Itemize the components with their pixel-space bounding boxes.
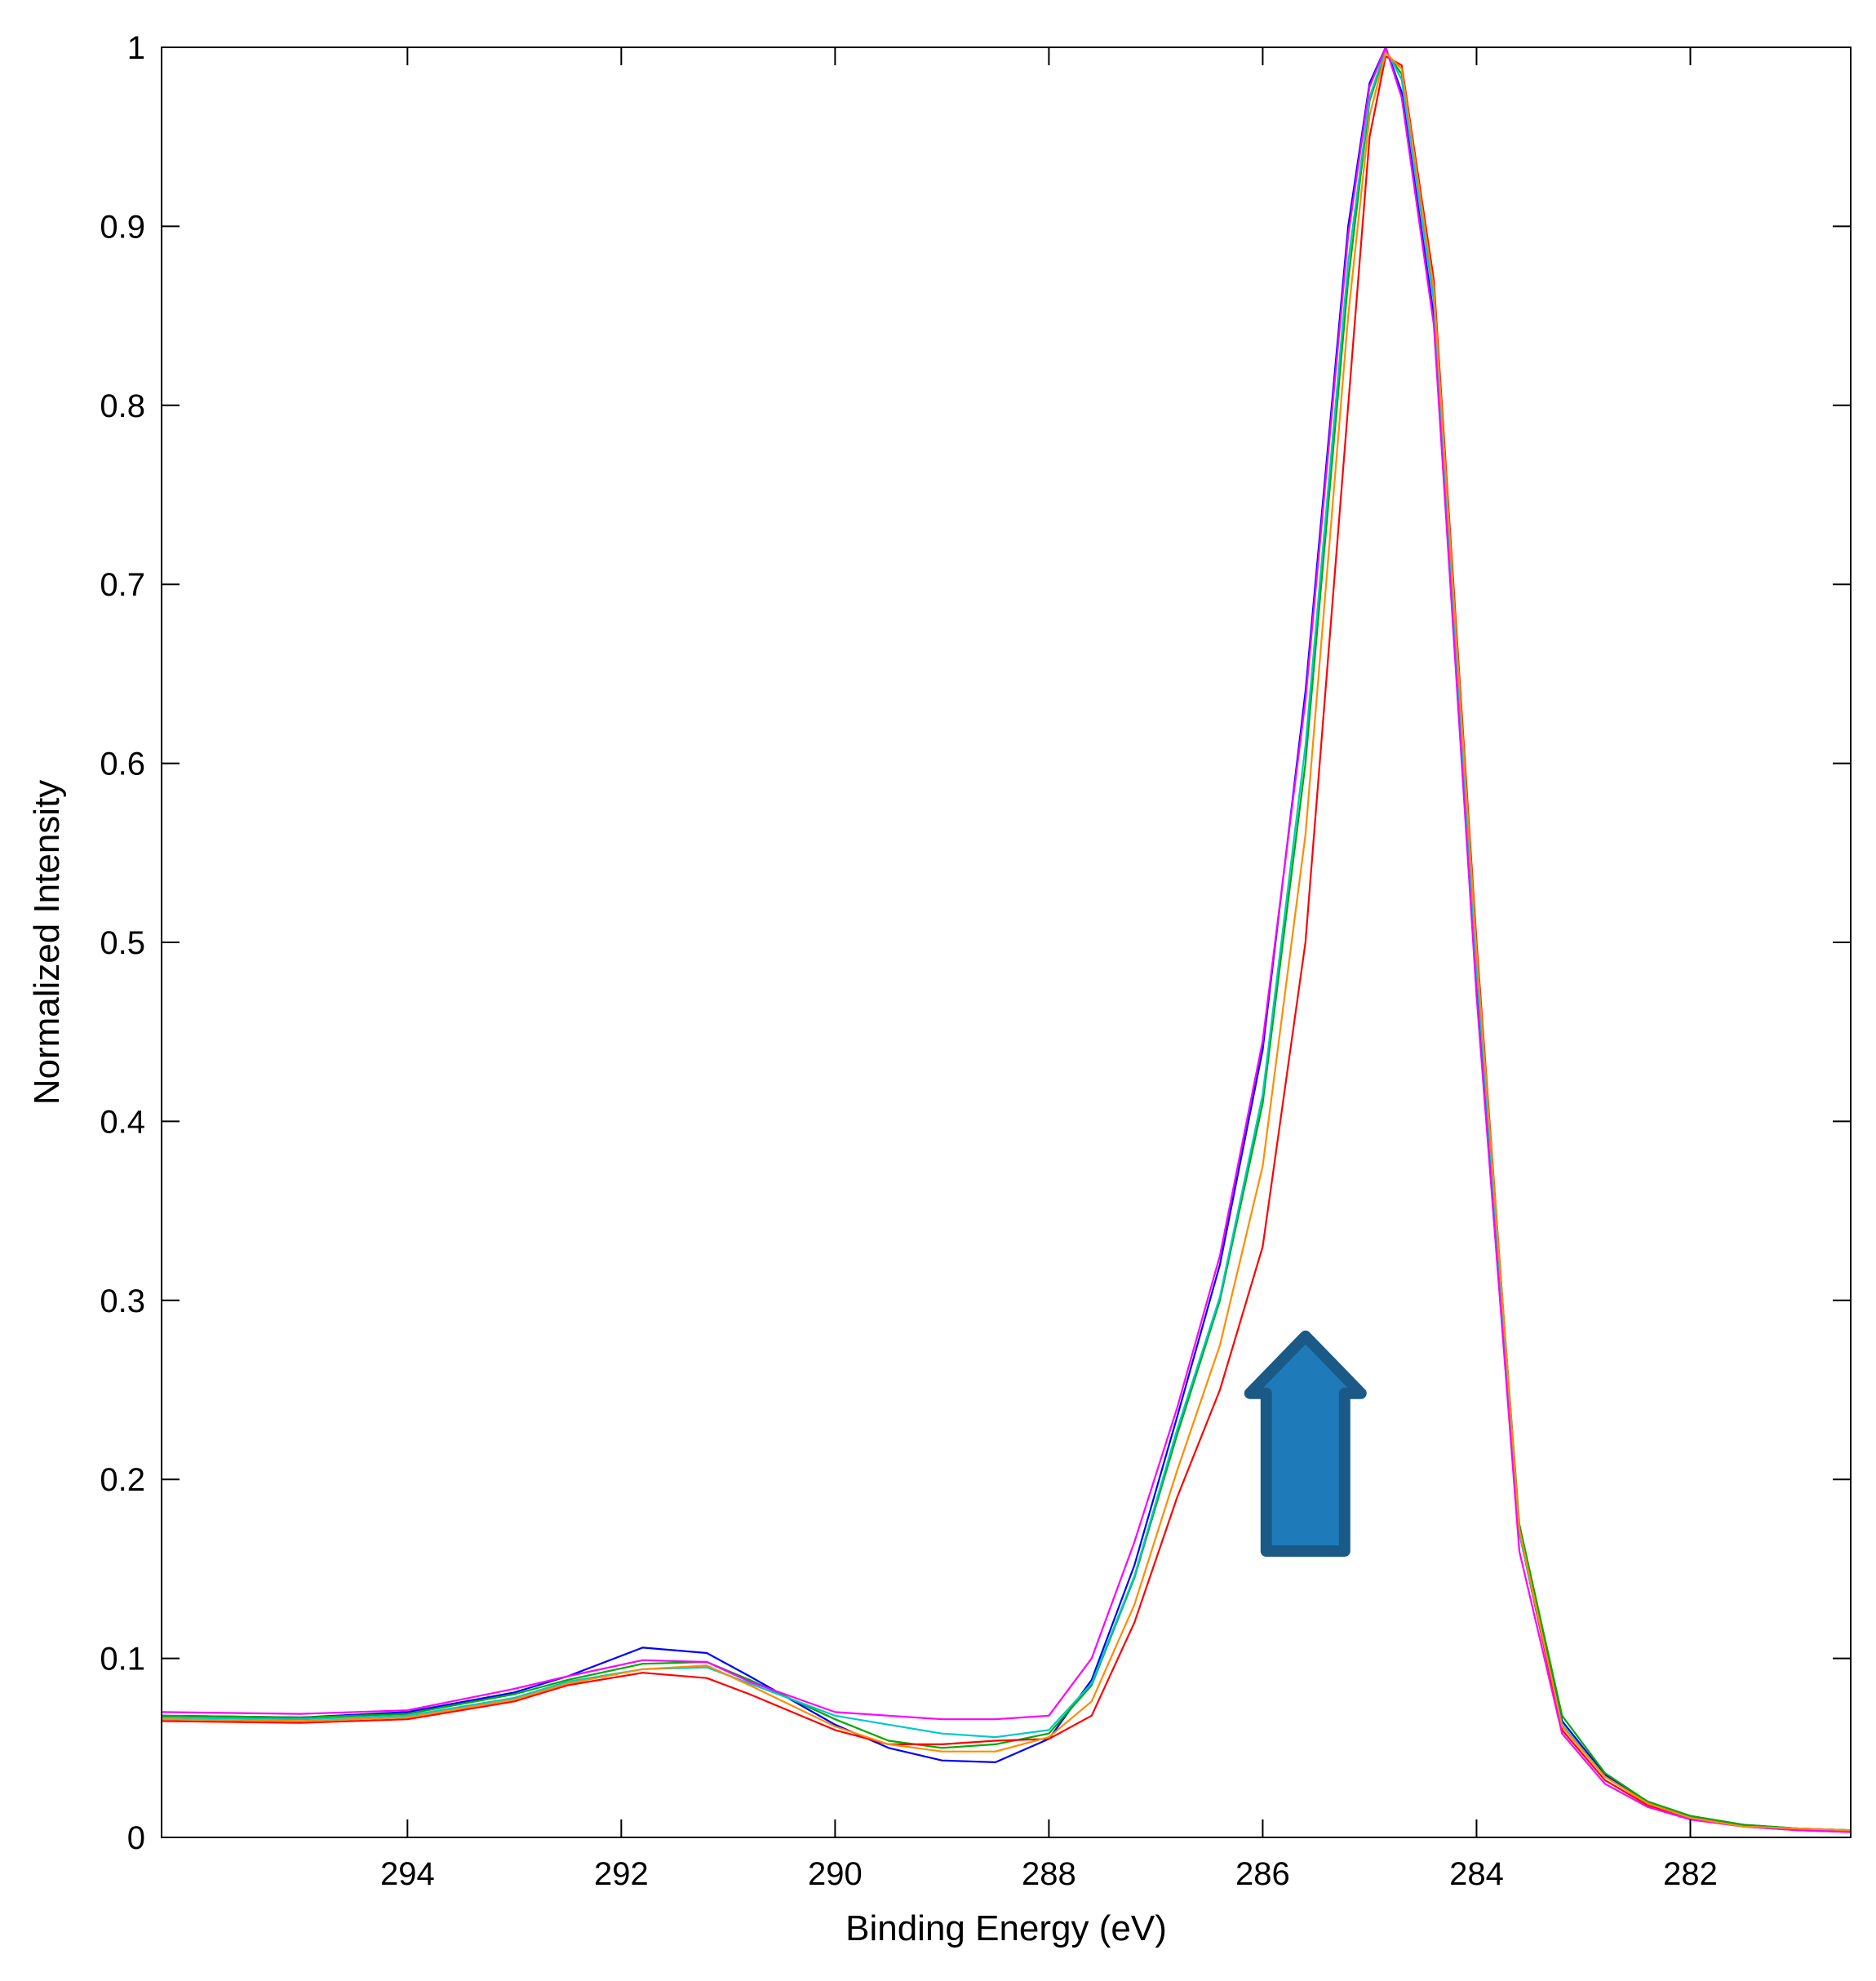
series-lines xyxy=(161,46,1852,1833)
y-tick-label-8: 0.8 xyxy=(100,388,145,424)
series-line-2 xyxy=(161,55,1852,1833)
x-tick-label-4: 286 xyxy=(1235,1856,1290,1892)
series-line-1 xyxy=(161,50,1852,1832)
y-tick-label-6: 0.6 xyxy=(100,747,145,782)
series-line-4 xyxy=(161,46,1852,1833)
axis-ticks: 294 292 290 288 286 284 282 0 0.1 0.2 0.3 0.4 0.5 0.6… xyxy=(100,30,1851,1892)
y-tick-label-5: 0.5 xyxy=(100,925,145,961)
y-tick-label-2: 0.2 xyxy=(100,1462,145,1498)
x-tick-label-2: 290 xyxy=(808,1856,863,1892)
x-tick-label-5: 284 xyxy=(1449,1856,1504,1892)
y-tick-label-7: 0.7 xyxy=(100,567,145,603)
y-tick-label-9: 0.9 xyxy=(100,209,145,245)
x-tick-label-3: 288 xyxy=(1022,1856,1076,1892)
series-line-0 xyxy=(161,46,1852,1832)
x-tick-label-1: 292 xyxy=(594,1856,649,1892)
x-tick-label-0: 294 xyxy=(380,1856,435,1892)
y-axis-label: Normalized Intensity xyxy=(27,780,67,1106)
x-axis-label: Binding Energy (eV) xyxy=(845,1908,1167,1948)
y-tick-label-0: 0 xyxy=(127,1820,145,1856)
series-line-5 xyxy=(161,51,1852,1832)
y-tick-label-10: 1 xyxy=(127,30,145,66)
up-arrow-annotation xyxy=(1244,1330,1367,1557)
y-tick-label-3: 0.3 xyxy=(100,1283,145,1319)
y-tick-label-4: 0.4 xyxy=(100,1104,145,1140)
up-arrow xyxy=(1244,1330,1367,1557)
y-tick-label-1: 0.1 xyxy=(100,1642,145,1677)
x-tick-label-6: 282 xyxy=(1663,1856,1718,1892)
